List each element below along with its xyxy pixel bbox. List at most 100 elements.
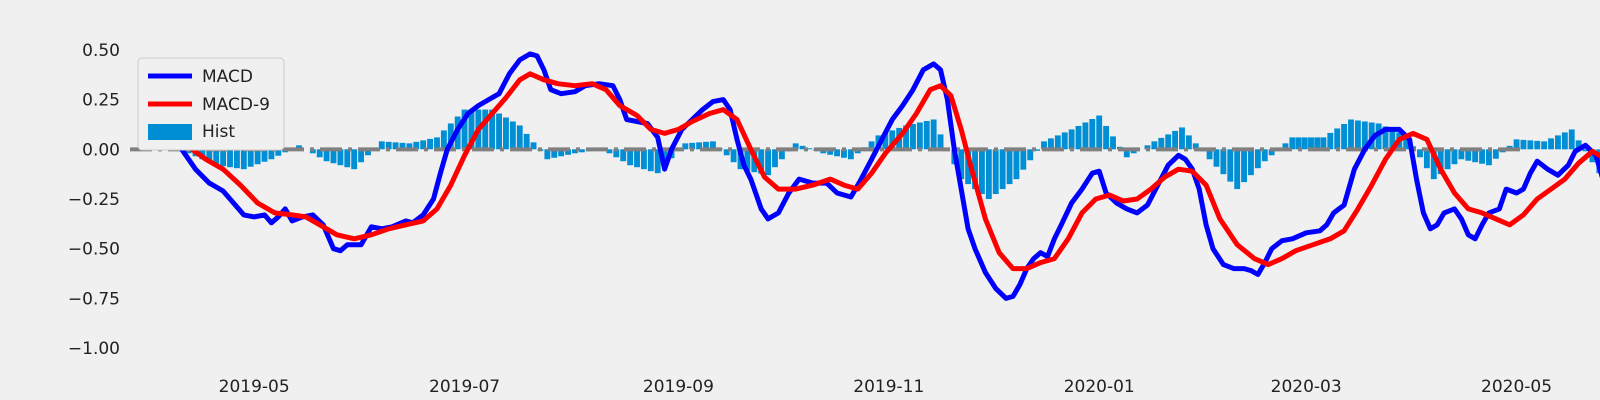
hist-bar xyxy=(1430,149,1437,180)
hist-bar xyxy=(1320,137,1327,150)
x-tick-label: 2019-09 xyxy=(643,377,714,397)
hist-bar xyxy=(985,149,992,199)
hist-bar xyxy=(930,119,937,150)
hist-bar xyxy=(427,138,434,150)
hist-bar xyxy=(1486,149,1492,166)
hist-bar xyxy=(247,149,254,167)
hist-bar xyxy=(1227,149,1234,182)
hist-bar xyxy=(1158,137,1165,150)
hist-bar xyxy=(1295,137,1302,150)
hist-bar xyxy=(1061,132,1068,150)
hist-bar xyxy=(1568,129,1575,150)
hist-bar xyxy=(330,149,337,164)
hist-bar xyxy=(1151,141,1158,150)
hist-bar xyxy=(1458,149,1465,160)
y-tick-label: 0.00 xyxy=(82,140,120,160)
hist-bar xyxy=(992,149,999,195)
x-tick-label: 2019-11 xyxy=(853,377,924,397)
legend-label-hist: Hist xyxy=(202,122,235,142)
hist-bar xyxy=(1234,149,1241,190)
hist-bar xyxy=(1192,143,1199,150)
hist-bar xyxy=(1308,137,1314,150)
hist-bar xyxy=(723,149,730,156)
hist-bar xyxy=(434,137,440,150)
hist-bar xyxy=(1179,127,1185,150)
hist-bar xyxy=(1020,149,1027,170)
hist-bar xyxy=(558,149,565,157)
hist-bar xyxy=(1479,149,1485,164)
hist-bar xyxy=(1382,126,1389,150)
hist-bar xyxy=(440,130,447,150)
legend-label-macd-9: MACD-9 xyxy=(202,95,270,115)
hist-bar xyxy=(1348,119,1354,150)
hist-bar xyxy=(1068,129,1075,150)
hist-bar xyxy=(1492,149,1499,159)
series-line-macd xyxy=(179,51,1600,301)
hist-bar xyxy=(1314,137,1321,150)
hist-bar xyxy=(1555,135,1561,150)
hist-bar xyxy=(468,109,475,150)
hist-bar xyxy=(709,141,716,150)
hist-bar xyxy=(275,149,282,156)
hist-bar xyxy=(1527,140,1534,150)
hist-bar xyxy=(1254,149,1261,169)
hist-bar xyxy=(1282,143,1289,150)
hist-bar xyxy=(1582,149,1589,152)
hist-bar xyxy=(351,149,358,170)
hist-bar xyxy=(261,149,268,162)
hist-bar xyxy=(1013,149,1020,180)
hist-bar xyxy=(1103,125,1110,150)
hist-bar xyxy=(744,149,751,171)
hist-bar xyxy=(758,149,765,174)
hist-bar xyxy=(316,149,323,158)
hist-bar xyxy=(240,149,247,170)
hist-bar xyxy=(447,123,454,150)
hist-bar xyxy=(1327,132,1334,150)
hist-bar xyxy=(1172,130,1179,150)
hist-bar xyxy=(1261,149,1268,162)
hist-bar xyxy=(406,143,413,150)
hist-bar xyxy=(489,109,496,150)
hist-bar xyxy=(778,149,785,160)
y-tick-label: −0.25 xyxy=(68,190,120,210)
hist-bar xyxy=(420,140,427,150)
hist-bar xyxy=(1465,149,1472,161)
hist-bar xyxy=(544,149,551,160)
hist-bar xyxy=(1075,125,1082,150)
y-tick-label: 0.50 xyxy=(82,41,120,61)
hist-bar xyxy=(1165,134,1172,150)
hist-bar xyxy=(516,125,523,150)
hist-bar xyxy=(606,149,613,154)
hist-bar xyxy=(1575,140,1582,150)
hist-bar xyxy=(1354,120,1361,150)
hist-bar xyxy=(1185,135,1192,150)
hist-bar xyxy=(578,149,585,153)
hist-bar xyxy=(1047,138,1054,150)
hist-bar xyxy=(799,145,806,150)
hist-bar xyxy=(937,134,944,150)
hist-bar xyxy=(620,149,627,162)
hist-bar xyxy=(1361,121,1368,150)
hist-bar xyxy=(1241,149,1248,183)
hist-bar xyxy=(689,142,696,150)
hist-bar xyxy=(1334,128,1341,150)
hist-bar xyxy=(1548,138,1554,150)
x-tick-label: 2019-07 xyxy=(429,377,500,397)
hist-bar xyxy=(916,122,923,150)
hist-bar xyxy=(730,149,737,163)
hist-bar xyxy=(509,121,516,150)
hist-bar xyxy=(572,149,578,154)
hist-bar xyxy=(496,113,502,150)
hist-bar xyxy=(613,149,620,158)
hist-bar xyxy=(1213,149,1220,167)
hist-bar xyxy=(365,149,371,156)
hist-bar xyxy=(792,143,799,150)
series-line-macd-9 xyxy=(189,71,1600,272)
hist-bar xyxy=(1123,149,1130,158)
y-tick-label: 0.25 xyxy=(82,91,120,111)
legend-swatch-hist xyxy=(148,124,192,140)
x-tick-label: 2020-03 xyxy=(1271,377,1342,397)
hist-bar xyxy=(806,148,813,150)
y-tick-label: −0.75 xyxy=(68,289,120,309)
hist-bar xyxy=(1375,123,1382,150)
